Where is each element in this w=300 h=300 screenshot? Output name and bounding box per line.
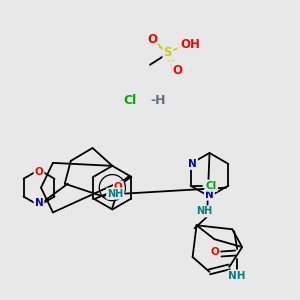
Text: N: N bbox=[205, 190, 214, 200]
Text: Cl: Cl bbox=[206, 181, 217, 191]
Text: O: O bbox=[210, 247, 219, 257]
Text: O: O bbox=[173, 64, 183, 77]
Text: N: N bbox=[35, 199, 44, 208]
Text: O: O bbox=[114, 182, 123, 192]
Text: NH: NH bbox=[228, 271, 246, 281]
Text: OH: OH bbox=[181, 38, 201, 52]
Text: S: S bbox=[164, 46, 172, 59]
Text: -H: -H bbox=[150, 94, 166, 107]
Text: N: N bbox=[188, 159, 197, 169]
Text: NH: NH bbox=[107, 189, 123, 199]
Text: NH: NH bbox=[196, 206, 213, 216]
Text: O: O bbox=[147, 32, 157, 46]
Text: Cl: Cl bbox=[124, 94, 137, 107]
Text: O: O bbox=[35, 167, 44, 177]
